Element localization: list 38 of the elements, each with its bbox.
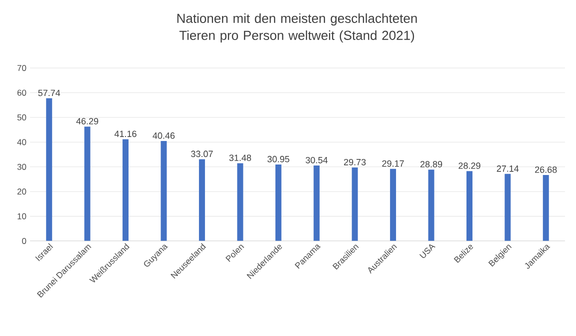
data-label: 29.17 bbox=[382, 160, 404, 167]
bar bbox=[275, 164, 282, 241]
bar bbox=[390, 168, 396, 241]
data-label: 28.29 bbox=[458, 162, 480, 169]
y-tick-label: 0 bbox=[22, 238, 26, 244]
bar bbox=[504, 174, 511, 241]
data-label: 57.74 bbox=[38, 90, 60, 96]
data-label: 40.46 bbox=[152, 132, 175, 139]
bar bbox=[237, 163, 244, 241]
data-label: 30.54 bbox=[306, 156, 328, 164]
y-tick-label: 20 bbox=[17, 188, 26, 195]
data-label: 31.48 bbox=[229, 154, 252, 161]
bar bbox=[352, 168, 358, 241]
y-tick-label: 30 bbox=[17, 164, 26, 170]
bar bbox=[160, 141, 167, 241]
bar bbox=[542, 175, 549, 241]
data-label: 41.16 bbox=[114, 130, 136, 138]
y-tick-label: 60 bbox=[17, 90, 26, 96]
bar bbox=[84, 126, 90, 241]
data-label: 29.73 bbox=[344, 158, 366, 166]
data-label: 27.14 bbox=[496, 165, 519, 172]
y-tick-label: 10 bbox=[18, 213, 26, 220]
x-tick-label: USA bbox=[419, 244, 436, 258]
y-tick-label: 50 bbox=[17, 114, 26, 120]
data-label: 33.07 bbox=[191, 150, 213, 158]
chart-title: Nationen mit den meisten geschlachteten Tieren pro Person weltweit (Stand 2021) bbox=[177, 13, 417, 43]
bar bbox=[122, 139, 129, 241]
data-label: 46.29 bbox=[76, 118, 98, 124]
y-tick-label: 70 bbox=[17, 64, 26, 72]
data-label: 30.95 bbox=[267, 156, 290, 162]
bar bbox=[466, 171, 472, 241]
bar bbox=[46, 98, 52, 241]
bar bbox=[198, 159, 205, 241]
data-label: 26.68 bbox=[535, 166, 557, 173]
data-label: 28.89 bbox=[420, 161, 442, 168]
y-tick-label: 40 bbox=[17, 139, 26, 146]
bar bbox=[314, 166, 320, 241]
bar bbox=[428, 170, 434, 241]
